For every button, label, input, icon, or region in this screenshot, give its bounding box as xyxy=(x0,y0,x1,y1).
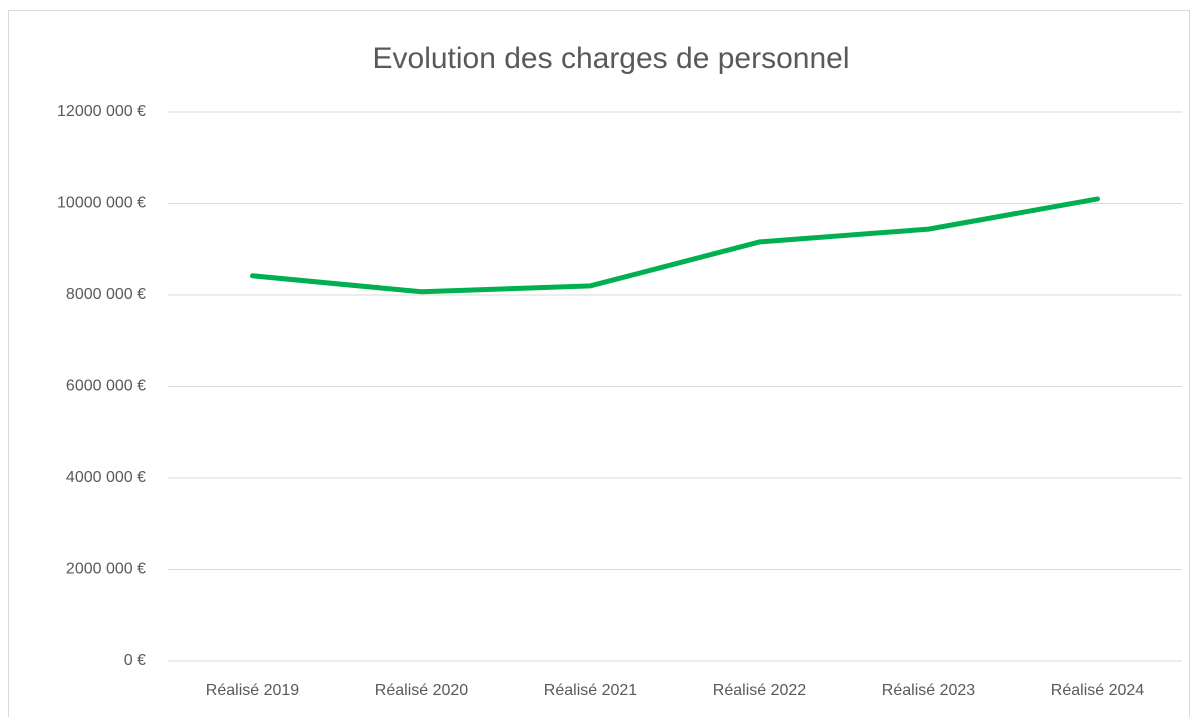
x-tick-label: Réalisé 2019 xyxy=(206,682,300,699)
y-tick-label: 10000 000 € xyxy=(57,195,146,212)
x-tick-label: Réalisé 2024 xyxy=(1051,682,1145,699)
y-tick-label: 4000 000 € xyxy=(66,469,146,486)
x-tick-label: Réalisé 2020 xyxy=(375,682,469,699)
y-tick-label: 12000 000 € xyxy=(57,103,146,120)
x-tick-label: Réalisé 2023 xyxy=(882,682,976,699)
y-tick-label: 6000 000 € xyxy=(66,378,146,395)
y-tick-label: 0 € xyxy=(124,652,146,669)
x-tick-label: Réalisé 2022 xyxy=(713,682,807,699)
y-tick-label: 2000 000 € xyxy=(66,561,146,578)
x-tick-label: Réalisé 2021 xyxy=(544,682,638,699)
data-line xyxy=(250,196,1100,295)
chart-title: Evolution des charges de personnel xyxy=(373,42,850,75)
y-tick-label: 8000 000 € xyxy=(66,286,146,303)
chart-border xyxy=(8,10,1190,717)
